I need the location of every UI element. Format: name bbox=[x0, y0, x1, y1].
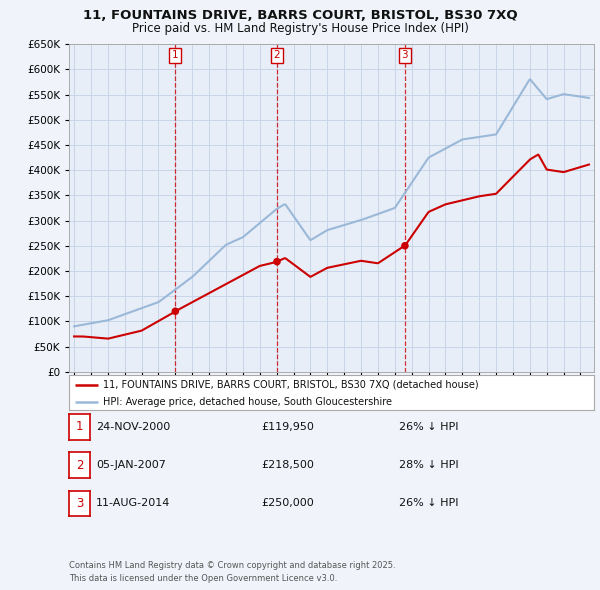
Point bbox=[400, 241, 410, 251]
Text: Contains HM Land Registry data © Crown copyright and database right 2025.
This d: Contains HM Land Registry data © Crown c… bbox=[69, 562, 395, 583]
Text: 11-AUG-2014: 11-AUG-2014 bbox=[96, 499, 170, 509]
Text: 28% ↓ HPI: 28% ↓ HPI bbox=[399, 460, 458, 470]
Text: 24-NOV-2000: 24-NOV-2000 bbox=[96, 422, 170, 432]
Text: £119,950: £119,950 bbox=[261, 422, 314, 432]
Text: 3: 3 bbox=[76, 497, 83, 510]
Text: 05-JAN-2007: 05-JAN-2007 bbox=[96, 460, 166, 470]
Text: Price paid vs. HM Land Registry's House Price Index (HPI): Price paid vs. HM Land Registry's House … bbox=[131, 22, 469, 35]
Text: £250,000: £250,000 bbox=[261, 499, 314, 509]
Text: £218,500: £218,500 bbox=[261, 460, 314, 470]
Text: 1: 1 bbox=[172, 50, 179, 60]
Text: 26% ↓ HPI: 26% ↓ HPI bbox=[399, 422, 458, 432]
Text: 3: 3 bbox=[401, 50, 408, 60]
Point bbox=[170, 307, 180, 316]
Text: 26% ↓ HPI: 26% ↓ HPI bbox=[399, 499, 458, 509]
Text: 1: 1 bbox=[76, 420, 83, 433]
Text: 11, FOUNTAINS DRIVE, BARRS COURT, BRISTOL, BS30 7XQ (detached house): 11, FOUNTAINS DRIVE, BARRS COURT, BRISTO… bbox=[103, 379, 479, 389]
Text: 11, FOUNTAINS DRIVE, BARRS COURT, BRISTOL, BS30 7XQ: 11, FOUNTAINS DRIVE, BARRS COURT, BRISTO… bbox=[83, 9, 517, 22]
Text: 2: 2 bbox=[274, 50, 280, 60]
Text: 2: 2 bbox=[76, 458, 83, 471]
Text: HPI: Average price, detached house, South Gloucestershire: HPI: Average price, detached house, Sout… bbox=[103, 397, 392, 407]
Point bbox=[272, 257, 282, 266]
